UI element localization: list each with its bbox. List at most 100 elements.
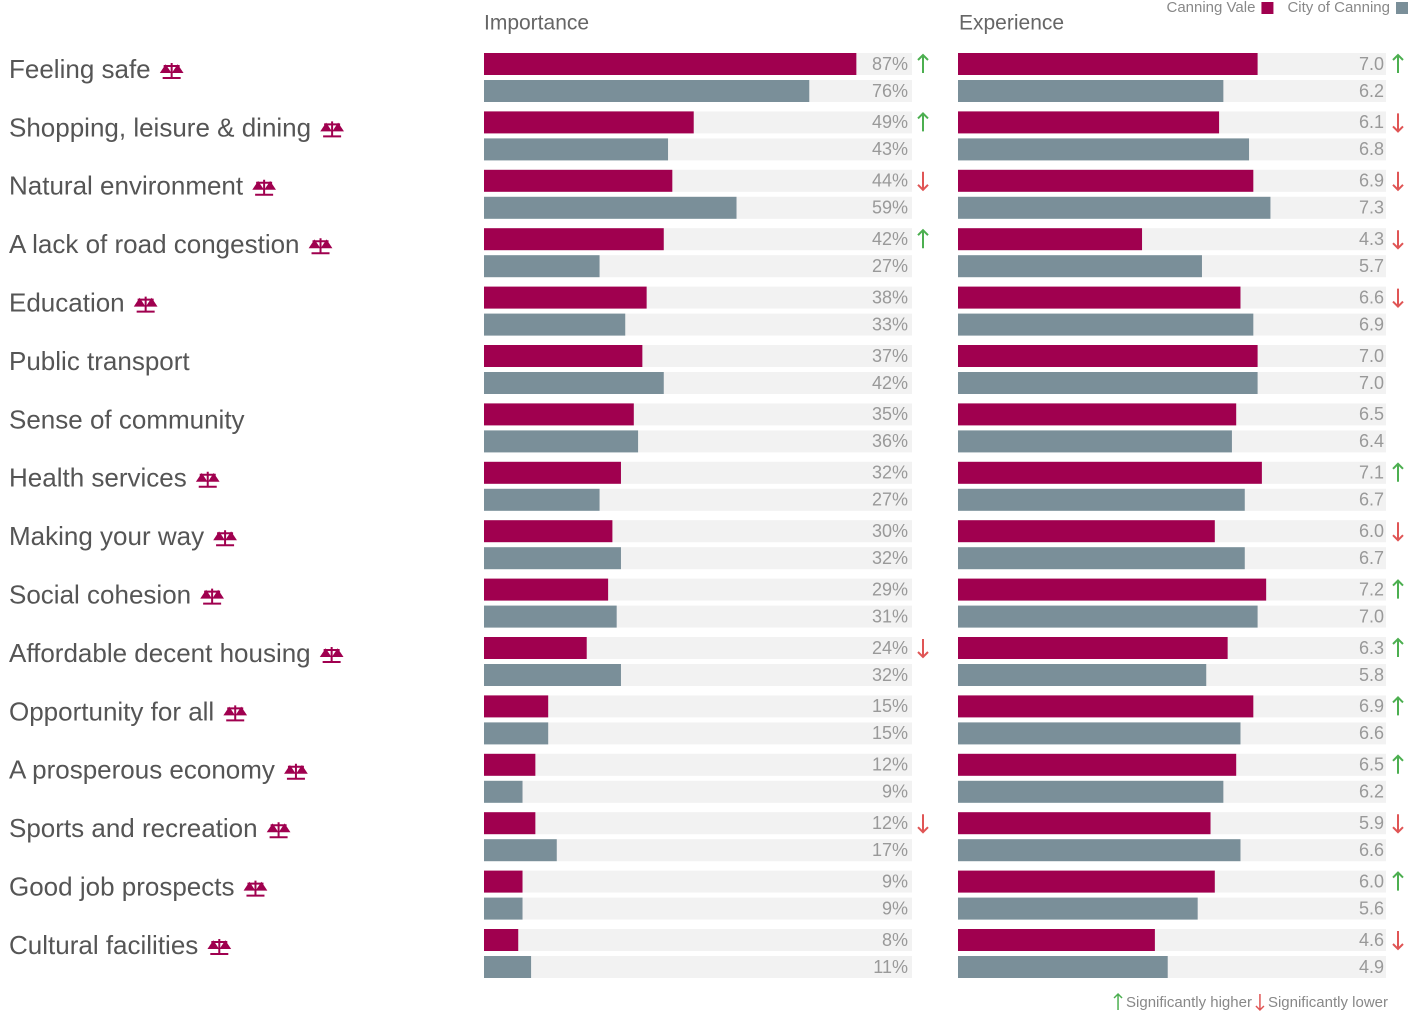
significance-arrow (1392, 53, 1404, 73)
scale-icon (133, 296, 158, 313)
bar (484, 637, 587, 659)
bar (958, 812, 1211, 835)
bar (958, 403, 1237, 426)
bar (484, 196, 737, 219)
bar (958, 111, 1220, 134)
footnote-label: Significantly lower (1268, 994, 1388, 1011)
footnote-label: Significantly higher (1126, 994, 1252, 1011)
icon-shape (195, 472, 220, 482)
arrow-shape (1392, 288, 1404, 309)
bar (958, 722, 1241, 745)
significance-arrow (917, 53, 929, 73)
category-label: Feeling safe (9, 54, 151, 84)
icon-shape (319, 648, 344, 657)
value-label: 12% (872, 755, 908, 775)
bar (958, 637, 1228, 659)
significance-arrow (917, 814, 929, 834)
value-label: 7.0 (1359, 54, 1384, 74)
value-label: 27% (872, 256, 908, 276)
arrow-shape (1392, 871, 1404, 891)
significance-arrow (1392, 462, 1404, 482)
bar-track (484, 753, 912, 776)
scale-icon (252, 179, 276, 196)
category-label: Education (9, 287, 125, 317)
legend-swatch (1396, 2, 1408, 14)
significance-arrow (1392, 871, 1404, 891)
category-label: Health services (9, 463, 187, 493)
category-label: Good job prospects (9, 871, 234, 901)
category-label: Natural environment (9, 171, 244, 201)
bar (958, 897, 1198, 920)
scale-icon (266, 822, 291, 839)
significance-arrow (1392, 579, 1404, 599)
value-label: 6.4 (1359, 431, 1384, 451)
value-label: 6.7 (1359, 548, 1384, 568)
value-label: 6.9 (1359, 314, 1384, 334)
significance-arrow (1392, 113, 1404, 133)
significance-arrow (1392, 931, 1404, 951)
value-label: 7.1 (1359, 463, 1384, 483)
value-label: 7.0 (1359, 346, 1384, 366)
legend-label: City of Canning (1287, 0, 1390, 16)
bar (958, 228, 1143, 251)
scale-icon (195, 471, 220, 488)
icon-shape (213, 531, 237, 541)
bar (484, 488, 600, 511)
value-label: 15% (872, 696, 908, 716)
value-label: 87% (872, 54, 908, 74)
category-label: Shopping, leisure & dining (9, 112, 311, 142)
bar (484, 897, 523, 920)
value-label: 6.2 (1359, 782, 1384, 802)
value-label: 5.7 (1359, 256, 1384, 276)
arrow-shape (917, 53, 929, 73)
arrow-shape (917, 171, 929, 192)
bar (484, 812, 536, 835)
value-label: 29% (872, 579, 908, 599)
significance-arrow (1392, 288, 1404, 309)
value-label: 32% (872, 463, 908, 483)
category-label: Cultural facilities (9, 930, 198, 960)
significance-arrow (917, 639, 929, 659)
bar (484, 461, 621, 484)
value-label: 24% (872, 638, 908, 658)
arrow-shape (1392, 462, 1404, 482)
value-label: 5.9 (1359, 813, 1384, 833)
bar (958, 578, 1267, 601)
category-label: Making your way (9, 521, 204, 551)
value-label: 43% (872, 139, 908, 159)
value-label: 5.8 (1359, 665, 1384, 685)
arrow-shape (1392, 53, 1404, 73)
bar (958, 461, 1262, 484)
icon-shape (308, 239, 333, 249)
value-label: 6.3 (1359, 638, 1384, 658)
significance-arrow (917, 111, 929, 132)
icon-shape (252, 180, 276, 190)
bar-track (484, 812, 912, 835)
icon-shape (320, 122, 344, 132)
value-label: 6.5 (1359, 755, 1384, 775)
bar (958, 313, 1254, 336)
bar (484, 520, 613, 543)
value-label: 42% (872, 373, 908, 393)
icon-shape (200, 589, 224, 599)
bar (484, 664, 621, 686)
bar (484, 372, 664, 394)
significance-arrow (917, 228, 929, 249)
value-label: 32% (872, 548, 908, 568)
value-label: 7.2 (1359, 579, 1384, 599)
arrow-shape (1255, 994, 1265, 1012)
bar-track (484, 637, 912, 659)
value-label: 27% (872, 490, 908, 510)
value-label: 6.6 (1359, 287, 1384, 307)
value-label: 6.0 (1359, 521, 1384, 541)
arrow-shape (917, 111, 929, 132)
value-label: 76% (872, 81, 908, 101)
category-label: Sports and recreation (9, 813, 258, 843)
bar (484, 780, 523, 803)
bar (958, 430, 1232, 453)
bar (484, 722, 549, 745)
value-label: 7.0 (1359, 373, 1384, 393)
bar (484, 255, 600, 278)
scale-icon (159, 63, 184, 79)
